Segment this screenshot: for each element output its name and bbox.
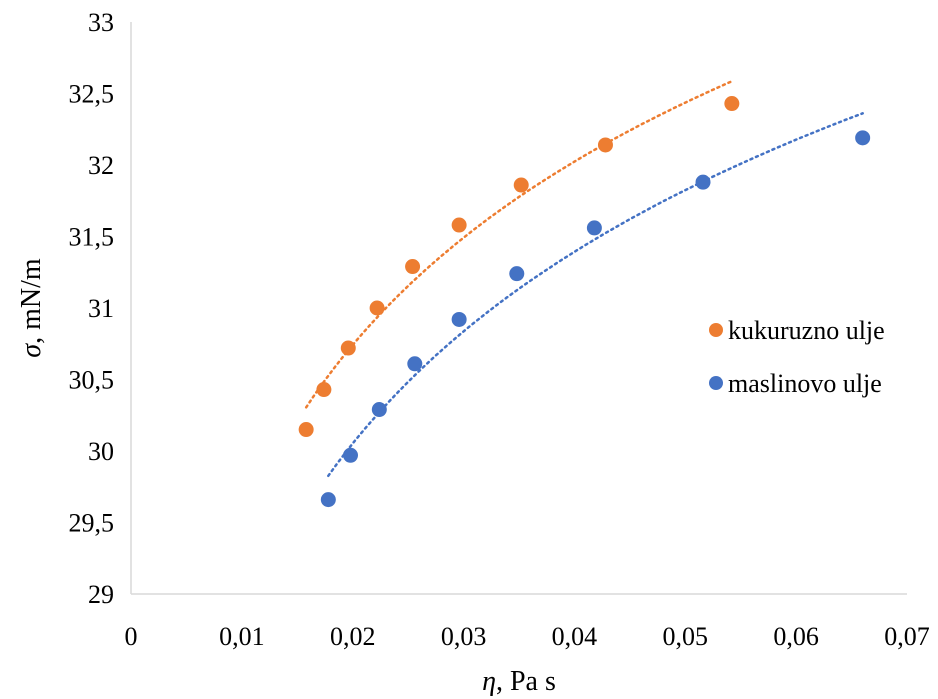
legend-marker-maslinovo-ulje xyxy=(709,376,723,390)
x-axis-title: η, Pa s xyxy=(482,666,556,697)
trendline-1 xyxy=(327,112,864,478)
data-point xyxy=(405,259,421,275)
data-point xyxy=(695,174,711,190)
y-tick-label: 30,5 xyxy=(69,366,115,395)
data-point xyxy=(320,492,336,508)
y-tick-label: 31 xyxy=(88,294,114,323)
y-tick-label: 33 xyxy=(88,8,114,37)
data-point xyxy=(509,266,525,282)
legend: kukuruzno ulje maslinovo ulje xyxy=(709,316,885,398)
y-axis-unit: , mN/m xyxy=(16,258,47,344)
data-point xyxy=(407,356,423,372)
trendline-0 xyxy=(304,80,734,409)
data-points xyxy=(298,96,871,508)
x-axis-symbol: η xyxy=(482,666,496,697)
data-point xyxy=(342,447,358,463)
x-tick-label: 0,02 xyxy=(330,622,376,651)
x-tick-label: 0 xyxy=(125,622,138,651)
legend-item-maslinovo-ulje: maslinovo ulje xyxy=(709,369,882,398)
y-tick-label: 32 xyxy=(88,151,114,180)
legend-marker-kukuruzno-ulje xyxy=(709,323,723,337)
y-tick-label: 30 xyxy=(88,437,114,466)
data-point xyxy=(316,382,332,398)
x-axis-unit: , Pa s xyxy=(496,666,556,697)
y-tick-label: 32,5 xyxy=(69,80,115,109)
y-tick-label: 29,5 xyxy=(69,509,115,538)
data-point xyxy=(513,177,529,193)
y-axis-title: σ, mN/m xyxy=(16,258,47,358)
data-point xyxy=(597,137,613,153)
x-tick-label: 0,04 xyxy=(552,622,598,651)
data-point xyxy=(451,217,467,233)
data-point xyxy=(855,130,871,146)
y-tick-labels: 29 29,5 30 30,5 31 31,5 32 32,5 33 xyxy=(69,8,115,609)
data-point xyxy=(340,340,356,356)
data-point xyxy=(298,422,314,438)
legend-label-kukuruzno-ulje: kukuruzno ulje xyxy=(728,316,885,345)
y-tick-label: 29 xyxy=(88,580,114,609)
legend-label-maslinovo-ulje: maslinovo ulje xyxy=(728,369,882,398)
legend-item-kukuruzno-ulje: kukuruzno ulje xyxy=(709,316,885,345)
trendlines xyxy=(304,80,864,478)
data-point xyxy=(451,311,467,327)
axes xyxy=(130,22,907,595)
x-tick-labels: 0 0,01 0,02 0,03 0,04 0,05 0,06 0,07 xyxy=(125,622,930,651)
x-tick-label: 0,07 xyxy=(884,622,930,651)
x-tick-label: 0,06 xyxy=(773,622,819,651)
x-tick-label: 0,05 xyxy=(663,622,709,651)
x-tick-label: 0,03 xyxy=(441,622,487,651)
data-point xyxy=(369,300,385,316)
data-point xyxy=(586,220,602,236)
data-point xyxy=(724,96,740,112)
x-tick-label: 0,01 xyxy=(219,622,265,651)
data-point xyxy=(371,402,387,418)
y-axis-symbol: σ xyxy=(16,343,47,358)
y-tick-label: 31,5 xyxy=(69,223,115,252)
